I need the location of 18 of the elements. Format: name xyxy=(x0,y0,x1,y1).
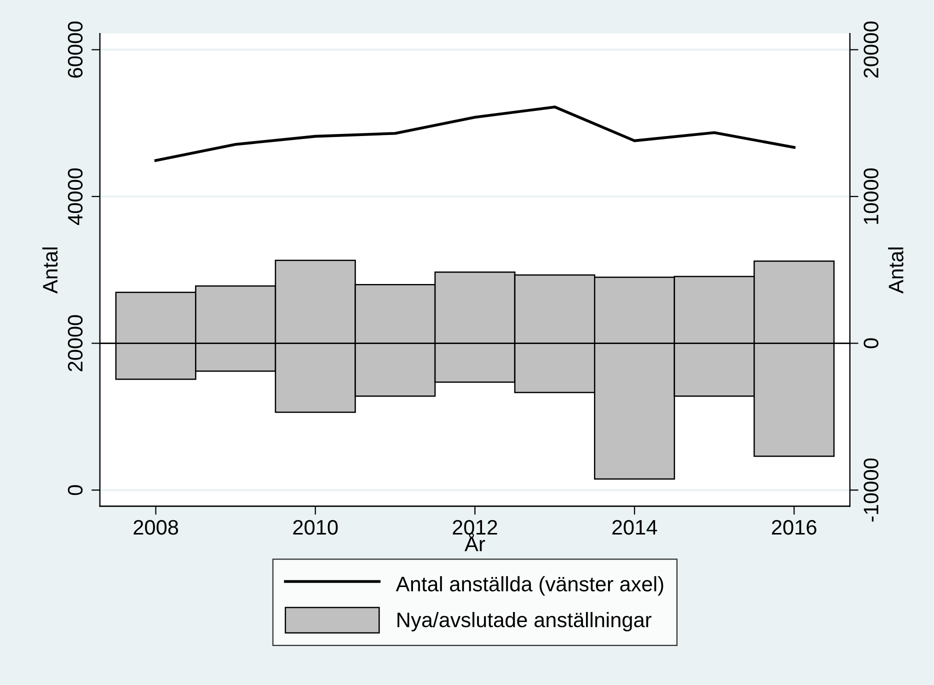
y2-axis-title: Antal xyxy=(888,248,904,294)
y-tick-label: 0 xyxy=(68,485,83,496)
legend-label: Nya/avslutade anställningar xyxy=(398,612,652,632)
x-tick-label: 2016 xyxy=(772,520,816,535)
y-tick-label: 40000 xyxy=(68,168,83,225)
x-tick-label: 2012 xyxy=(452,520,498,535)
y-tick-label: 20000 xyxy=(68,315,83,372)
x-tick-label: 2008 xyxy=(134,520,178,535)
y2-tick-label: -10000 xyxy=(864,458,878,522)
y2-tick-label: 10000 xyxy=(864,168,878,224)
y-tick-label: 60000 xyxy=(68,22,83,78)
x-tick-label: 2014 xyxy=(612,520,658,535)
y2-tick-label: 0 xyxy=(864,338,878,348)
line-series xyxy=(154,106,796,162)
y-axis-title: Antal xyxy=(42,248,58,294)
legend-label: Antal anställda (vänster axel) xyxy=(396,576,664,596)
x-tick-label: 2010 xyxy=(293,520,338,535)
y2-tick-label: 20000 xyxy=(864,22,878,78)
